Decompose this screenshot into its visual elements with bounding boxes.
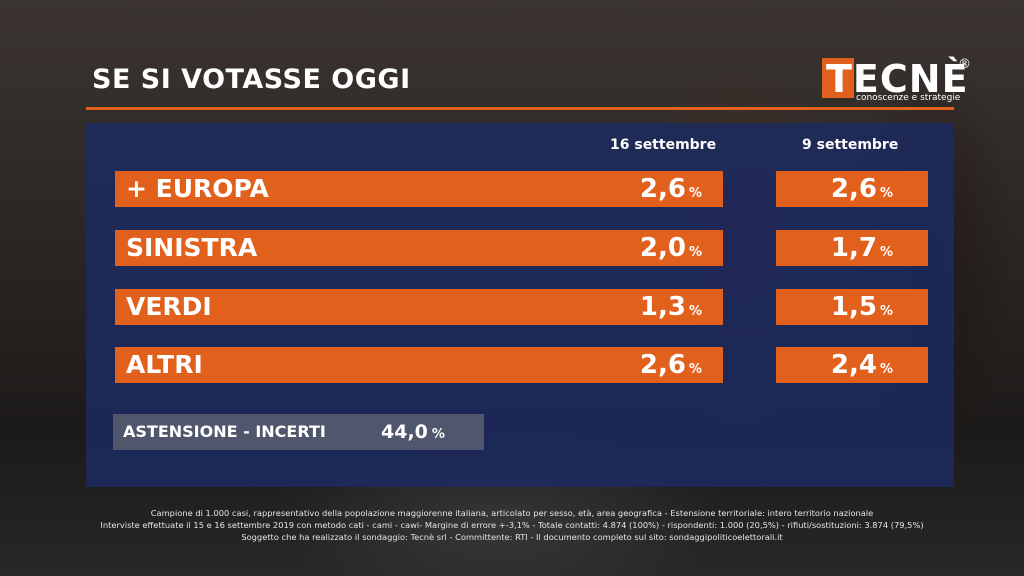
value-previous: 1,7% xyxy=(830,233,893,263)
value-previous: 2,4% xyxy=(830,350,893,380)
value-current: 1,3% xyxy=(639,292,702,322)
party-label: ALTRI xyxy=(126,350,203,379)
column-header-previous: 9 settembre xyxy=(802,137,899,153)
title-divider xyxy=(86,107,954,110)
logo-mark xyxy=(822,58,854,98)
footer-line: Interviste effettuate il 15 e 16 settemb… xyxy=(100,520,924,530)
tecne-logo: TECNÈ ® conoscenze e strategie xyxy=(822,57,972,107)
page-title: SE SI VOTASSE OGGI xyxy=(92,64,411,95)
footer-line: Campione di 1.000 casi, rappresentativo … xyxy=(150,508,874,518)
logo-registered-mark: ® xyxy=(958,57,971,72)
row-previous-sinistra: 1,7% xyxy=(776,230,928,266)
abstention-value: 44,0% xyxy=(381,421,445,443)
methodology-note: Campione di 1.000 casi, rappresentativo … xyxy=(0,507,1024,543)
row-current-altri: ALTRI 2,6% xyxy=(115,347,723,383)
column-header-current: 16 settembre xyxy=(610,137,717,153)
party-label: VERDI xyxy=(126,292,212,321)
value-current: 2,6% xyxy=(639,350,702,380)
logo-text: TECNÈ xyxy=(826,57,969,101)
footer-line: Soggetto che ha realizzato il sondaggio:… xyxy=(241,532,783,542)
party-label: SINISTRA xyxy=(126,233,258,262)
row-previous-altri: 2,4% xyxy=(776,347,928,383)
value-current: 2,0% xyxy=(639,233,702,263)
value-current: 2,6% xyxy=(639,174,702,204)
row-previous-verdi: 1,5% xyxy=(776,289,928,325)
row-current-sinistra: SINISTRA 2,0% xyxy=(115,230,723,266)
row-current-verdi: VERDI 1,3% xyxy=(115,289,723,325)
logo-subtitle: conoscenze e strategie xyxy=(856,93,961,103)
row-current-europa: + EUROPA 2,6% xyxy=(115,171,723,207)
value-previous: 1,5% xyxy=(830,292,893,322)
abstention-box: ASTENSIONE - INCERTI 44,0% xyxy=(113,414,484,450)
row-previous-europa: 2,6% xyxy=(776,171,928,207)
value-previous: 2,6% xyxy=(830,174,893,204)
abstention-label: ASTENSIONE - INCERTI xyxy=(123,422,326,441)
party-label: + EUROPA xyxy=(126,174,269,203)
